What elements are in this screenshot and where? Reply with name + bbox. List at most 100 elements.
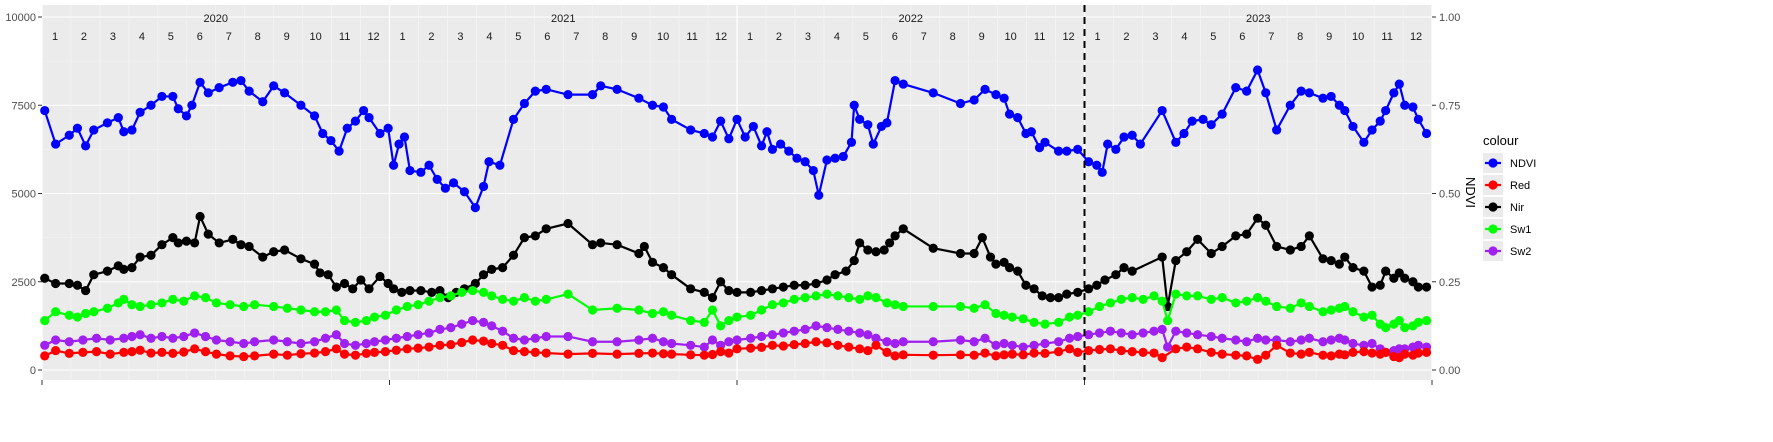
- data-point-red: [1304, 347, 1314, 357]
- data-point-red: [239, 351, 249, 362]
- data-point-red: [1231, 350, 1241, 360]
- data-point-nir: [1242, 229, 1252, 239]
- data-point-sw1: [446, 291, 456, 301]
- data-point-ndvi: [81, 141, 91, 151]
- data-point-ndvi: [1242, 86, 1252, 96]
- data-point-ndvi: [955, 98, 966, 109]
- data-point-ndvi: [113, 113, 123, 123]
- data-point-nir: [102, 266, 113, 276]
- data-point-sw2: [391, 333, 401, 343]
- data-point-ndvi: [762, 127, 772, 137]
- data-point-red: [1193, 344, 1203, 354]
- data-point-nir: [397, 287, 407, 297]
- data-point-red: [724, 348, 734, 358]
- data-point-red: [1340, 350, 1350, 360]
- data-point-sw2: [519, 335, 530, 345]
- data-point-sw1: [361, 315, 371, 326]
- data-point-sw2: [1127, 330, 1137, 340]
- data-point-ndvi: [898, 79, 908, 89]
- data-point-ndvi: [928, 88, 938, 98]
- data-point-sw2: [1040, 338, 1050, 349]
- data-point-sw1: [508, 296, 519, 306]
- data-point-sw1: [457, 287, 467, 297]
- data-point-sw2: [402, 331, 412, 342]
- data-point-red: [1252, 354, 1263, 365]
- data-point-sw1: [519, 293, 530, 303]
- data-point-sw1: [413, 300, 423, 310]
- data-point-sw2: [746, 333, 756, 343]
- data-point-nir: [388, 284, 399, 294]
- month-label: 12: [715, 31, 727, 43]
- data-point-nir: [1029, 284, 1039, 294]
- data-point-red: [478, 336, 489, 346]
- data-point-sw1: [1094, 301, 1105, 312]
- month-label: 12: [1062, 31, 1074, 43]
- month-label: 7: [226, 31, 232, 43]
- data-point-red: [707, 349, 718, 360]
- data-point-red: [127, 347, 137, 357]
- data-point-sw1: [898, 301, 908, 312]
- month-label: 6: [544, 31, 550, 43]
- data-point-red: [999, 350, 1009, 360]
- legend: colour NDVI Red Nir Sw1 Sw2: [1483, 133, 1536, 261]
- data-point-red: [1413, 348, 1423, 358]
- data-point-ndvi: [519, 98, 530, 109]
- data-point-ndvi: [1119, 132, 1129, 142]
- data-point-nir: [435, 285, 445, 296]
- data-point-ndvi: [822, 155, 832, 165]
- data-point-ndvi: [1421, 128, 1432, 139]
- data-point-sw1: [732, 312, 742, 322]
- data-point-nir: [541, 224, 551, 234]
- data-point-ndvi: [244, 86, 254, 96]
- data-point-sw1: [369, 312, 380, 322]
- data-point-nir: [173, 238, 183, 248]
- data-point-sw1: [40, 315, 50, 326]
- data-point-sw2: [78, 335, 88, 345]
- data-point-sw1: [800, 293, 810, 303]
- data-point-ndvi: [1171, 137, 1181, 147]
- data-point-red: [716, 347, 726, 357]
- data-point-sw2: [64, 337, 74, 347]
- data-point-nir: [348, 284, 358, 294]
- data-point-red: [1285, 348, 1295, 358]
- data-point-ndvi: [334, 146, 344, 156]
- data-point-sw2: [612, 337, 622, 347]
- data-point-sw1: [127, 300, 137, 310]
- y2-axis-label: NDVI: [1463, 177, 1478, 208]
- data-point-nir: [1261, 220, 1271, 230]
- data-point-sw1: [1054, 317, 1064, 327]
- data-point-red: [1054, 347, 1064, 357]
- data-point-sw1: [1163, 315, 1173, 326]
- data-point-nir: [658, 263, 669, 273]
- month-label: 8: [1297, 31, 1303, 43]
- month-label: 1: [52, 31, 58, 43]
- data-point-ndvi: [808, 165, 818, 176]
- data-point-sw2: [1367, 338, 1377, 349]
- month-label: 11: [686, 31, 697, 43]
- data-point-nir: [634, 248, 644, 259]
- data-point-nir: [841, 266, 851, 276]
- data-point-sw1: [833, 291, 843, 301]
- data-point-sw2: [1157, 324, 1167, 335]
- data-point-red: [1094, 344, 1105, 355]
- data-point-red: [146, 348, 156, 358]
- data-point-sw2: [778, 328, 788, 338]
- data-point-ndvi: [838, 151, 848, 162]
- data-point-ndvi: [236, 75, 246, 86]
- month-label: 4: [486, 31, 492, 43]
- data-point-red: [855, 344, 865, 354]
- data-point-nir: [127, 263, 137, 273]
- data-point-ndvi: [716, 116, 726, 126]
- data-point-sw1: [478, 287, 489, 297]
- data-point-sw1: [269, 301, 279, 312]
- data-point-nir: [587, 240, 598, 250]
- data-point-red: [135, 345, 145, 355]
- data-point-ndvi: [72, 123, 83, 133]
- data-point-red: [320, 347, 331, 357]
- month-label: 6: [1239, 31, 1245, 43]
- data-point-sw2: [127, 331, 137, 342]
- data-point-ndvi: [195, 77, 205, 87]
- y2-tick-label: 0.25: [1439, 277, 1460, 289]
- data-point-ndvi: [508, 114, 519, 124]
- data-point-nir: [1367, 282, 1377, 292]
